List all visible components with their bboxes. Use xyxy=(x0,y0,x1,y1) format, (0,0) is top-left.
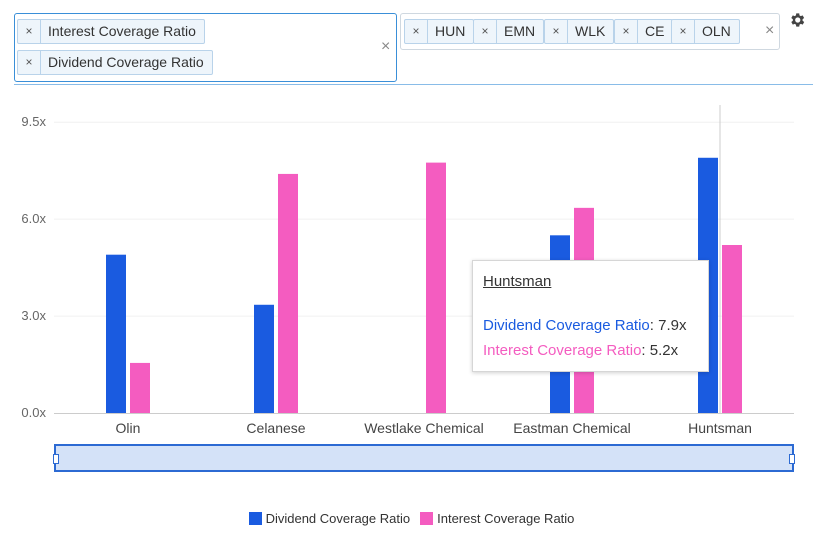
bar[interactable] xyxy=(130,362,150,413)
legend-swatch xyxy=(248,512,262,525)
metric-tag: × Interest Coverage Ratio xyxy=(17,19,205,44)
y-tick-label: 3.0x xyxy=(21,308,46,323)
x-tick-label: Olin xyxy=(116,420,141,436)
tooltip-row-interest: Interest Coverage Ratio: 5.2x xyxy=(483,342,678,359)
y-tick-label: 0.0x xyxy=(21,405,46,420)
remove-tag-icon[interactable]: × xyxy=(672,20,695,43)
metric-selector[interactable]: × Interest Coverage Ratio × Dividend Cov… xyxy=(14,13,397,82)
ticker-tag: × WLK xyxy=(544,19,615,44)
navigator-left-handle[interactable] xyxy=(53,454,59,464)
metric-tag-label: Dividend Coverage Ratio xyxy=(48,54,204,70)
bar[interactable] xyxy=(722,245,742,413)
legend-item-dividend[interactable]: Dividend Coverage Ratio xyxy=(248,511,411,526)
tooltip-series-label: Interest Coverage Ratio xyxy=(483,342,642,359)
legend-swatch xyxy=(420,512,434,525)
navigator-right-handle[interactable] xyxy=(789,454,795,464)
ticker-tag-label: OLN xyxy=(702,23,731,39)
tooltip-series-value: : 7.9x xyxy=(649,317,687,334)
clear-tickers-icon[interactable]: × xyxy=(765,22,775,39)
y-axis: 0.0x 3.0x 6.0x 9.5x xyxy=(21,114,46,420)
metric-tag: × Dividend Coverage Ratio xyxy=(17,50,213,75)
ticker-tag: × EMN xyxy=(473,19,545,44)
x-axis: Olin Celanese Westlake Chemical Eastman Che… xyxy=(116,420,752,436)
x-tick-label: Celanese xyxy=(246,420,305,436)
x-tick-label: Huntsman xyxy=(688,420,752,436)
clear-metrics-icon[interactable]: × xyxy=(381,38,391,55)
y-tick-label: 9.5x xyxy=(21,114,46,129)
ticker-tag: × OLN xyxy=(671,19,740,44)
remove-tag-icon[interactable]: × xyxy=(545,20,568,43)
x-tick-label: Eastman Chemical xyxy=(513,420,631,436)
legend-item-interest[interactable]: Interest Coverage Ratio xyxy=(420,511,574,526)
divider xyxy=(14,84,813,85)
ticker-tag-label: WLK xyxy=(575,23,606,39)
remove-tag-icon[interactable]: × xyxy=(405,20,428,43)
remove-tag-icon[interactable]: × xyxy=(615,20,638,43)
remove-tag-icon[interactable]: × xyxy=(18,51,41,74)
ticker-tag: × CE xyxy=(614,19,674,44)
ticker-tag-label: EMN xyxy=(504,23,536,39)
bar[interactable] xyxy=(254,304,274,413)
x-tick-label: Westlake Chemical xyxy=(364,420,484,436)
bar[interactable] xyxy=(426,162,446,413)
legend-label: Dividend Coverage Ratio xyxy=(265,511,411,526)
ticker-tag-label: HUN xyxy=(435,23,466,39)
remove-tag-icon[interactable]: × xyxy=(18,20,41,43)
legend-label: Interest Coverage Ratio xyxy=(437,511,575,526)
y-tick-label: 6.0x xyxy=(21,211,46,226)
bar[interactable] xyxy=(106,254,126,413)
range-navigator[interactable] xyxy=(53,444,795,472)
tooltip-row-dividend: Dividend Coverage Ratio: 7.9x xyxy=(483,317,686,334)
tooltip-series-value: : 5.2x xyxy=(641,342,679,359)
bar[interactable] xyxy=(278,173,298,413)
remove-tag-icon[interactable]: × xyxy=(474,20,497,43)
ticker-tag: × HUN xyxy=(404,19,475,44)
ticker-selector[interactable]: × HUN × EMN × WLK × CE × OLN × xyxy=(400,13,780,50)
gear-icon[interactable] xyxy=(788,11,806,29)
ticker-tag-label: CE xyxy=(645,23,665,39)
tooltip-title: Huntsman xyxy=(483,273,552,290)
tooltip-series-label: Dividend Coverage Ratio xyxy=(483,317,650,334)
chart-legend: Dividend Coverage Ratio Interest Coverag… xyxy=(0,511,823,526)
chart-tooltip: Huntsman Dividend Coverage Ratio: 7.9x I… xyxy=(472,260,709,372)
metric-tag-label: Interest Coverage Ratio xyxy=(48,23,196,39)
